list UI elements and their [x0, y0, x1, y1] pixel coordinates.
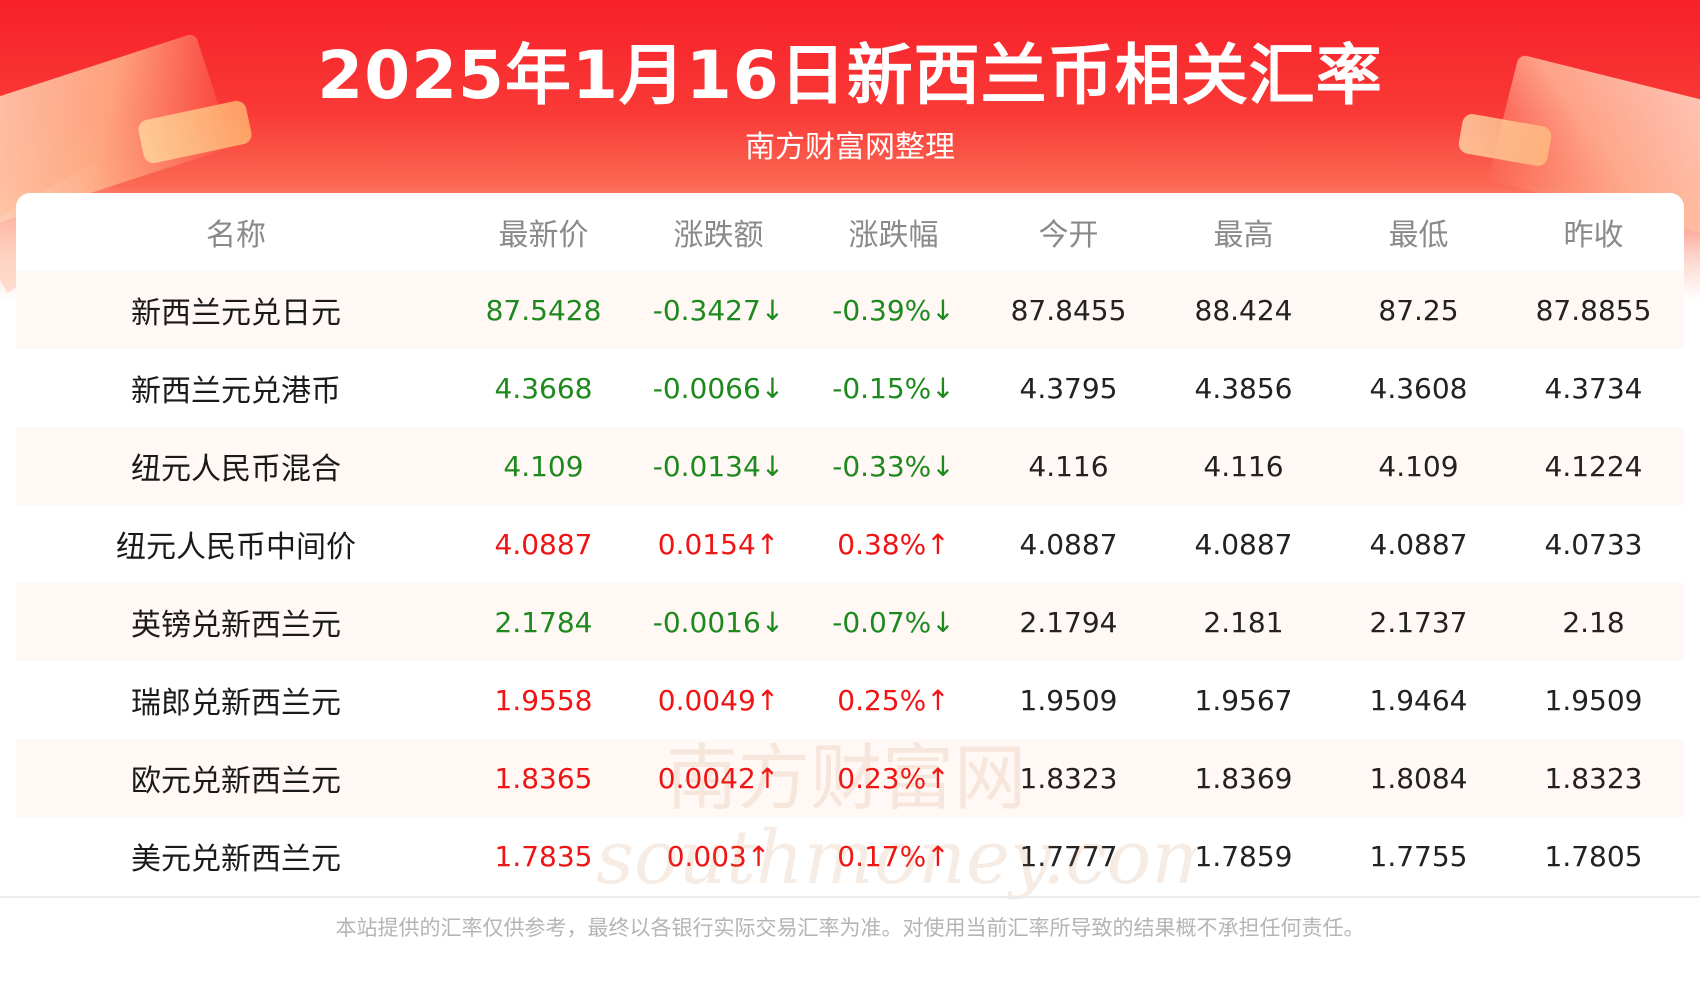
cell-low: 87.25 [1378, 293, 1459, 327]
cell-prev-close: 4.1224 [1544, 449, 1643, 483]
cell-change-pct: 0.17%↑ [837, 839, 950, 873]
table-header-row: 名称 最新价 涨跌额 涨跌幅 今开 最高 最低 昨收 [16, 193, 1684, 271]
column-header-latest: 最新价 [498, 218, 589, 253]
cell-name: 美元兑新西兰元 [131, 842, 341, 877]
cell-change: -0.3427↓ [652, 293, 785, 327]
cell-high: 4.116 [1203, 449, 1284, 483]
cell-low: 1.8084 [1369, 761, 1468, 795]
cell-open: 1.7777 [1019, 839, 1118, 873]
column-header-prev-close: 昨收 [1563, 218, 1624, 253]
cell-change-pct: 0.23%↑ [837, 761, 950, 795]
footer-divider [0, 896, 1700, 898]
cell-name: 瑞郎兑新西兰元 [131, 686, 341, 721]
cell-change: -0.0134↓ [652, 449, 785, 483]
cell-high: 88.424 [1194, 293, 1293, 327]
column-header-change: 涨跌额 [673, 218, 764, 253]
cell-high: 1.8369 [1194, 761, 1293, 795]
cell-name: 欧元兑新西兰元 [131, 764, 341, 799]
cell-high: 4.0887 [1194, 527, 1293, 561]
table-row: 英镑兑新西兰元 2.1784 -0.0016↓ -0.07%↓ 2.1794 2.181 2… [16, 583, 1684, 661]
cell-latest: 1.7835 [494, 839, 593, 873]
cell-low: 1.9464 [1369, 683, 1468, 717]
column-header-change-pct: 涨跌幅 [848, 218, 939, 253]
cell-prev-close: 1.7805 [1544, 839, 1643, 873]
cell-change-pct: -0.33%↓ [832, 449, 955, 483]
table-row: 新西兰元兑日元 87.5428 -0.3427↓ -0.39%↓ 87.8455 88.4… [16, 271, 1684, 349]
cell-latest: 4.0887 [494, 527, 593, 561]
cell-open: 4.3795 [1019, 371, 1118, 405]
page-title: 2025年1月16日新西兰币相关汇率 [317, 37, 1383, 114]
cell-open: 4.116 [1028, 449, 1109, 483]
column-header-high: 最高 [1213, 218, 1274, 253]
cell-change-pct: -0.07%↓ [832, 605, 955, 639]
cell-low: 4.0887 [1369, 527, 1468, 561]
column-header-name: 名称 [206, 218, 266, 253]
table-row: 美元兑新西兰元 1.7835 0.003↑ 0.17%↑ 1.7777 1.7859 1.7… [16, 817, 1684, 895]
cell-change: 0.0154↑ [657, 527, 780, 561]
cell-name: 新西兰元兑日元 [131, 296, 341, 331]
table-row: 瑞郎兑新西兰元 1.9558 0.0049↑ 0.25%↑ 1.9509 1.9567 1.… [16, 661, 1684, 739]
table-row: 纽元人民币中间价 4.0887 0.0154↑ 0.38%↑ 4.0887 4.0887 4… [16, 505, 1684, 583]
cell-latest: 2.1784 [494, 605, 593, 639]
cell-latest: 4.109 [503, 449, 584, 483]
cell-low: 4.3608 [1369, 371, 1468, 405]
cell-prev-close: 4.0733 [1544, 527, 1643, 561]
cell-name: 新西兰元兑港币 [131, 374, 341, 409]
cell-name: 英镑兑新西兰元 [131, 608, 341, 643]
cell-prev-close: 1.9509 [1544, 683, 1643, 717]
cell-prev-close: 4.3734 [1544, 371, 1643, 405]
cell-low: 2.1737 [1369, 605, 1468, 639]
cell-change: 0.0049↑ [657, 683, 780, 717]
cell-change-pct: -0.15%↓ [832, 371, 955, 405]
cell-change-pct: 0.38%↑ [837, 527, 950, 561]
cell-prev-close: 2.18 [1562, 605, 1625, 639]
cell-high: 1.9567 [1194, 683, 1293, 717]
cell-name: 纽元人民币混合 [131, 452, 341, 487]
column-header-low: 最低 [1388, 218, 1449, 253]
cell-change: 0.003↑ [666, 839, 771, 873]
cell-high: 4.3856 [1194, 371, 1293, 405]
cell-low: 1.7755 [1369, 839, 1468, 873]
cell-open: 4.0887 [1019, 527, 1118, 561]
cell-change: 0.0042↑ [657, 761, 780, 795]
cell-change: -0.0066↓ [652, 371, 785, 405]
cell-prev-close: 87.8855 [1535, 293, 1652, 327]
cell-latest: 4.3668 [494, 371, 593, 405]
cell-open: 2.1794 [1019, 605, 1118, 639]
table-row: 欧元兑新西兰元 1.8365 0.0042↑ 0.23%↑ 1.8323 1.8369 1.… [16, 739, 1684, 817]
disclaimer-text: 本站提供的汇率仅供参考，最终以各银行实际交易汇率为准。对使用当前汇率所导致的结果… [335, 916, 1365, 940]
cell-latest: 1.9558 [494, 683, 593, 717]
cell-latest: 87.5428 [485, 293, 602, 327]
cell-change-pct: -0.39%↓ [832, 293, 955, 327]
cell-open: 1.8323 [1019, 761, 1118, 795]
cell-open: 1.9509 [1019, 683, 1118, 717]
cell-change: -0.0016↓ [652, 605, 785, 639]
cell-high: 2.181 [1203, 605, 1284, 639]
cell-change-pct: 0.25%↑ [837, 683, 950, 717]
table-row: 新西兰元兑港币 4.3668 -0.0066↓ -0.15%↓ 4.3795 4.3856… [16, 349, 1684, 427]
cell-name: 纽元人民币中间价 [116, 530, 356, 565]
cell-low: 4.109 [1378, 449, 1459, 483]
cell-high: 1.7859 [1194, 839, 1293, 873]
cell-latest: 1.8365 [494, 761, 593, 795]
page-subtitle: 南方财富网整理 [745, 130, 955, 165]
column-header-open: 今开 [1038, 218, 1099, 253]
table-row: 纽元人民币混合 4.109 -0.0134↓ -0.33%↓ 4.116 4.116 4.1… [16, 427, 1684, 505]
cell-open: 87.8455 [1010, 293, 1127, 327]
cell-prev-close: 1.8323 [1544, 761, 1643, 795]
rates-table: 名称 最新价 涨跌额 涨跌幅 今开 最高 最低 昨收 新西兰元兑日元 87.542… [16, 193, 1684, 900]
